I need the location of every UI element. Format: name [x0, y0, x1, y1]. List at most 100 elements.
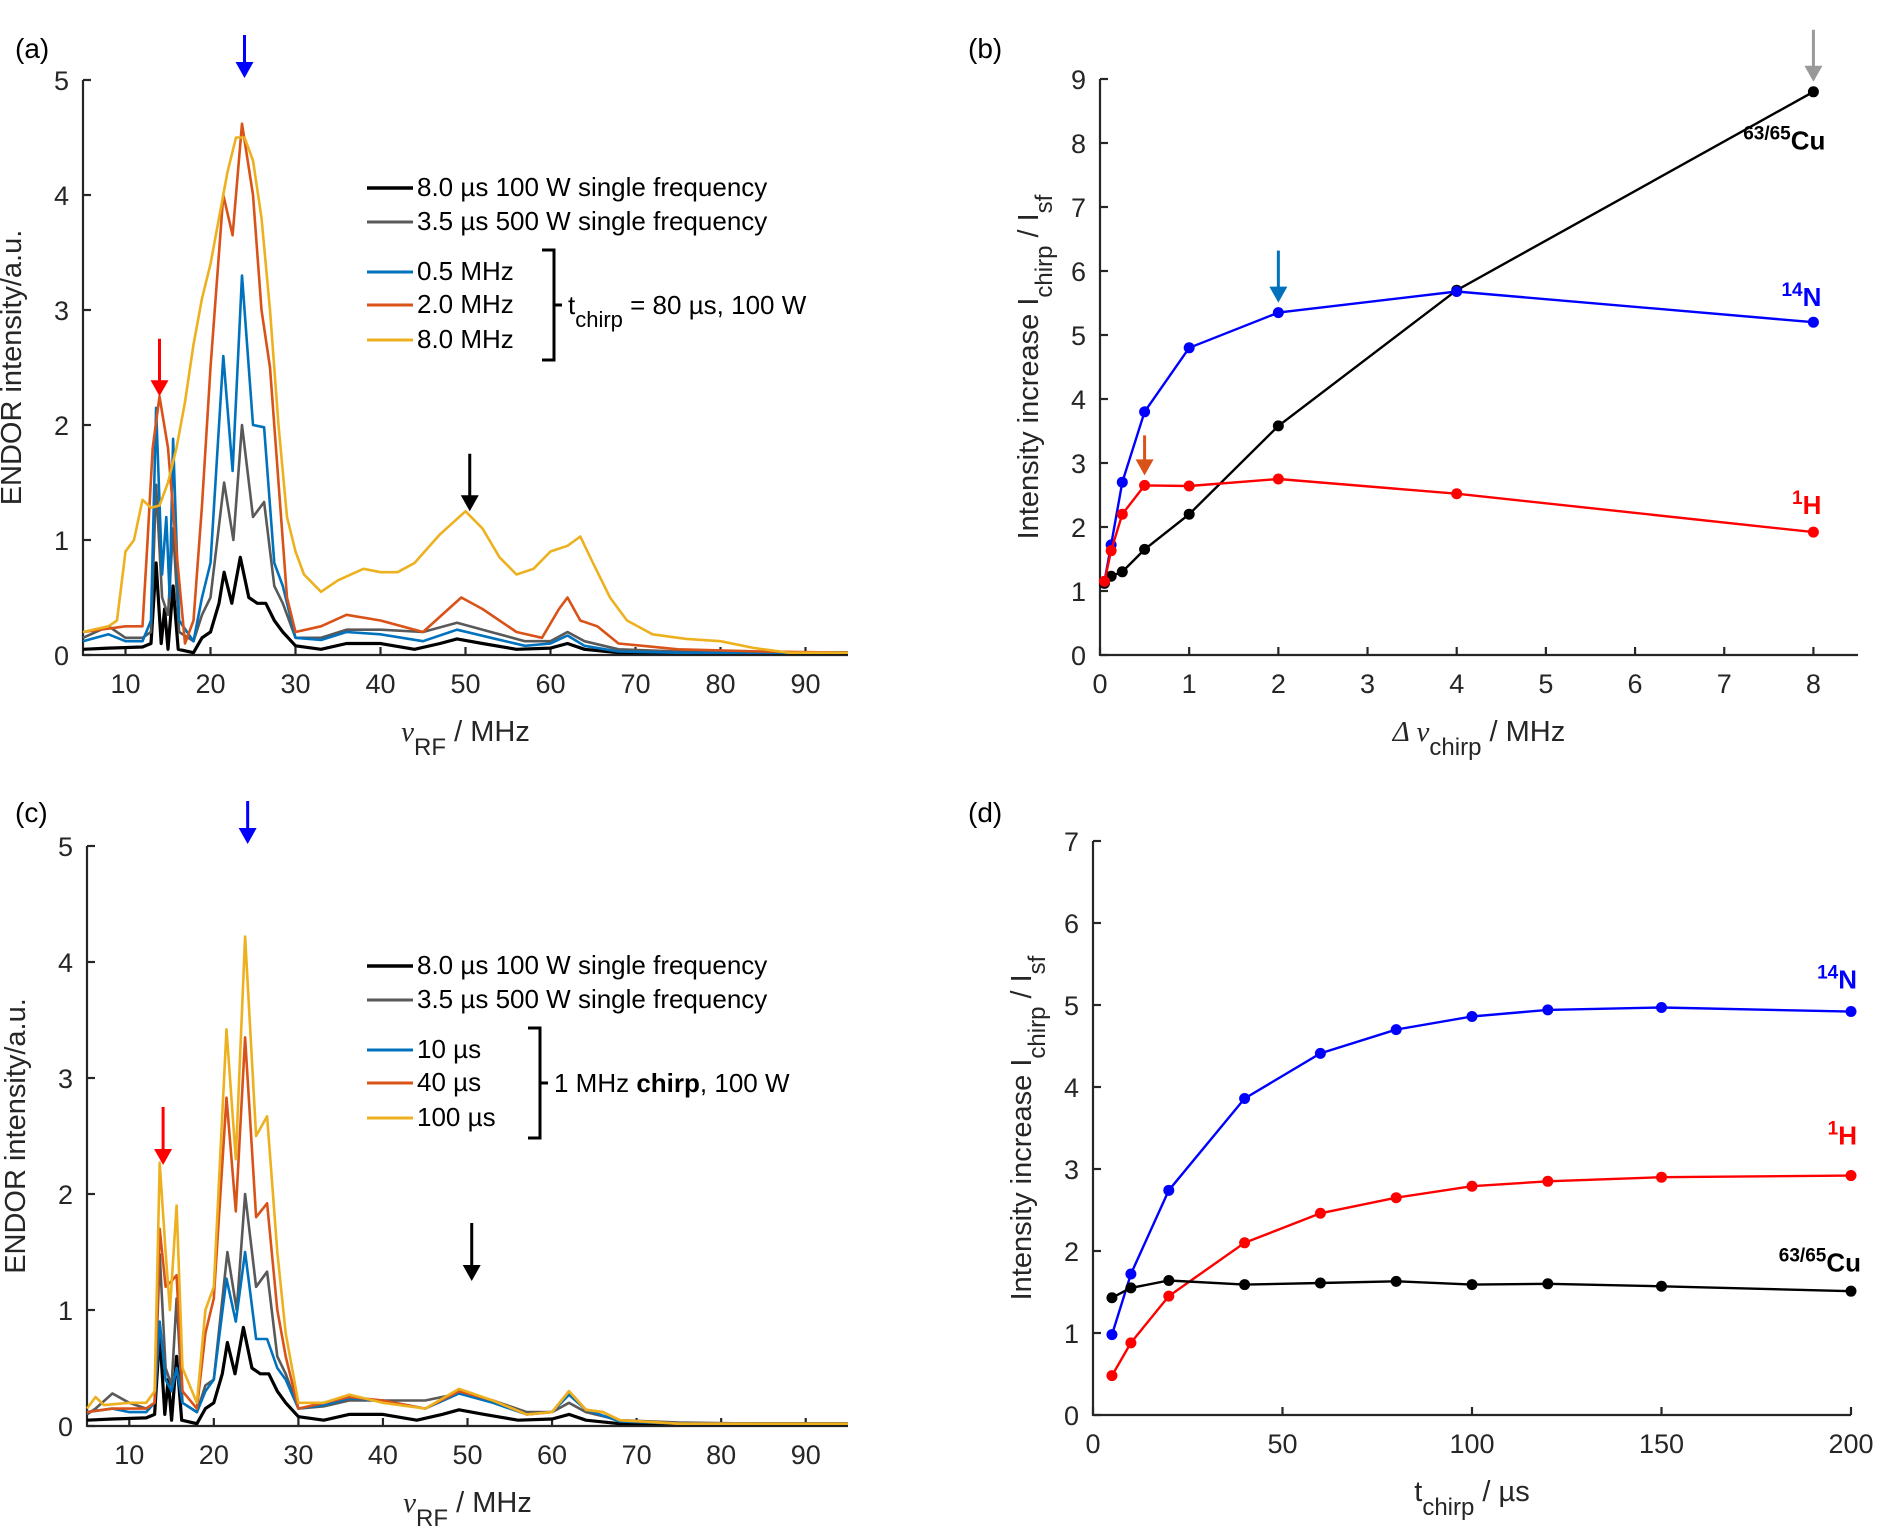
data-point-63/65Cu: [1807, 86, 1819, 98]
data-point-1H: [1125, 1337, 1137, 1349]
data-point-63/65Cu: [1183, 508, 1195, 520]
plot-area: [82, 35, 849, 655]
y-tick-label: 2: [1064, 1237, 1079, 1267]
nucleus-label-main: N: [1838, 965, 1857, 995]
x-tick-label: 5: [1538, 669, 1553, 699]
x-tick-label: 200: [1828, 1429, 1873, 1459]
x-tick-label: 4: [1449, 669, 1464, 699]
data-point-14N: [1542, 1004, 1554, 1016]
y-tick-label: 3: [1064, 1155, 1079, 1185]
data-point-1H: [1807, 526, 1819, 538]
legend-bracket: [528, 1026, 542, 1140]
data-point-1H: [1139, 479, 1151, 491]
legend-label: 40 µs: [417, 1067, 481, 1097]
y-tick-label: 1: [1071, 577, 1086, 607]
nucleus-label: 14N: [1781, 280, 1821, 313]
x-tick-label: 10: [110, 669, 140, 699]
legend-label: 3.5 µs 500 W single frequency: [417, 206, 767, 236]
data-point-14N: [1139, 406, 1151, 418]
y-tick-label: 4: [1071, 385, 1086, 415]
x-tick-label: 90: [790, 669, 820, 699]
note-rest: = 80 µs, 100 W: [623, 290, 807, 320]
nucleus-label-sup: 63/65: [1779, 1245, 1827, 1266]
panel-label: (c): [15, 797, 48, 828]
plot-area: [85, 801, 848, 1426]
x-tick-label: 7: [1717, 669, 1732, 699]
data-point-1H: [1656, 1171, 1667, 1183]
note-bold: chirp: [636, 1068, 700, 1098]
data-point-63/65Cu: [1163, 1275, 1175, 1287]
panel-label: (a): [15, 33, 49, 64]
highlight-arrow: [1804, 29, 1823, 82]
y-axis-label-sub2: sf: [1031, 194, 1058, 213]
legend-label: 8.0 µs 100 W single frequency: [417, 172, 767, 202]
data-point-1H: [1239, 1237, 1251, 1249]
data-point-14N: [1272, 307, 1284, 319]
data-point-14N: [1116, 476, 1128, 488]
x-axis-label-rest: / MHz: [1481, 716, 1565, 748]
panel-label: (d): [968, 797, 1002, 828]
axes: 10 20 30 40 50 60 70 80 90 0 1 2 3 4 5 νRF / MHz ENDOR i…: [0, 832, 848, 1532]
data-point-63/65Cu: [1466, 1279, 1478, 1291]
x-tick-label: 80: [706, 1440, 736, 1470]
arrow-head: [1269, 286, 1288, 303]
data-point-14N: [1656, 1001, 1667, 1013]
nucleus-label-sup: 1: [1792, 488, 1803, 509]
data-point-63/65Cu: [1542, 1278, 1554, 1290]
nucleus-label: 63/65Cu: [1779, 1245, 1861, 1278]
x-tick-label: 50: [1267, 1429, 1297, 1459]
series-line-4: [82, 136, 848, 655]
x-tick-label: 100: [1449, 1429, 1494, 1459]
data-point-63/65Cu: [1106, 1292, 1118, 1304]
data-point-63/65Cu: [1845, 1285, 1857, 1297]
series-line-1: [82, 423, 848, 655]
y-axis-label: Intensity increase Ichirp / Isf: [1006, 955, 1051, 1300]
peak-arrow: [462, 1223, 481, 1281]
note-sub: chirp: [575, 307, 623, 332]
series-line-1H: [1110, 1174, 1852, 1377]
x-axis-label-main: ν: [403, 1487, 416, 1519]
legend-label: 100 µs: [417, 1102, 496, 1132]
legend-bracket: [542, 248, 556, 362]
y-tick-label: 1: [54, 526, 69, 556]
y-axis-label: ENDOR intensity/a.u.: [0, 230, 28, 506]
x-axis-label: νRF / MHz: [401, 716, 530, 761]
y-tick-label: 1: [58, 1296, 73, 1326]
data-point-14N: [1183, 342, 1195, 354]
y-tick-label: 3: [58, 1064, 73, 1094]
arrow-head: [460, 495, 479, 512]
x-tick-label: 20: [195, 669, 225, 699]
series-line-63/65Cu: [1111, 1279, 1852, 1299]
x-axis-label-sub: RF: [416, 1505, 448, 1532]
x-axis-label: tchirp / µs: [1414, 1476, 1529, 1521]
series-line-3: [82, 122, 849, 654]
nucleus-label-main: H: [1838, 1120, 1857, 1150]
x-tick-label: 60: [535, 669, 565, 699]
nucleus-label-main: H: [1803, 490, 1822, 520]
data-point-63/65Cu: [1272, 420, 1284, 432]
panel-a: (a) 10 20 30 40 50 60 70 80 90 0 1 2 3 4 5 νRF / MHz ENDO…: [0, 33, 849, 761]
data-point-1H: [1466, 1180, 1478, 1192]
x-axis-label-main: t: [1414, 1476, 1422, 1508]
note-post: , 100 W: [700, 1068, 790, 1098]
x-tick-label: 60: [537, 1440, 567, 1470]
series-line-2: [82, 274, 848, 655]
legend-group-note: tchirp = 80 µs, 100 W: [568, 290, 807, 332]
series-line-14N: [1103, 290, 1814, 582]
y-tick-label: 8: [1071, 129, 1086, 159]
y-tick-label: 4: [1064, 1073, 1079, 1103]
peak-arrow: [150, 338, 169, 397]
nucleus-label-sup: 14: [1817, 962, 1839, 983]
y-tick-label: 5: [1064, 991, 1079, 1021]
data-point-14N: [1451, 285, 1463, 297]
y-axis-label-main: Intensity increase I: [1006, 1059, 1038, 1301]
y-axis-label-mid: / I: [1006, 974, 1038, 1006]
x-tick-label: 90: [791, 1440, 821, 1470]
nucleus-label: 1H: [1792, 488, 1821, 521]
peak-arrow: [238, 801, 257, 844]
legend-group-note: 1 MHz chirp, 100 W: [554, 1068, 790, 1098]
legend-label: 0.5 MHz: [417, 256, 514, 286]
